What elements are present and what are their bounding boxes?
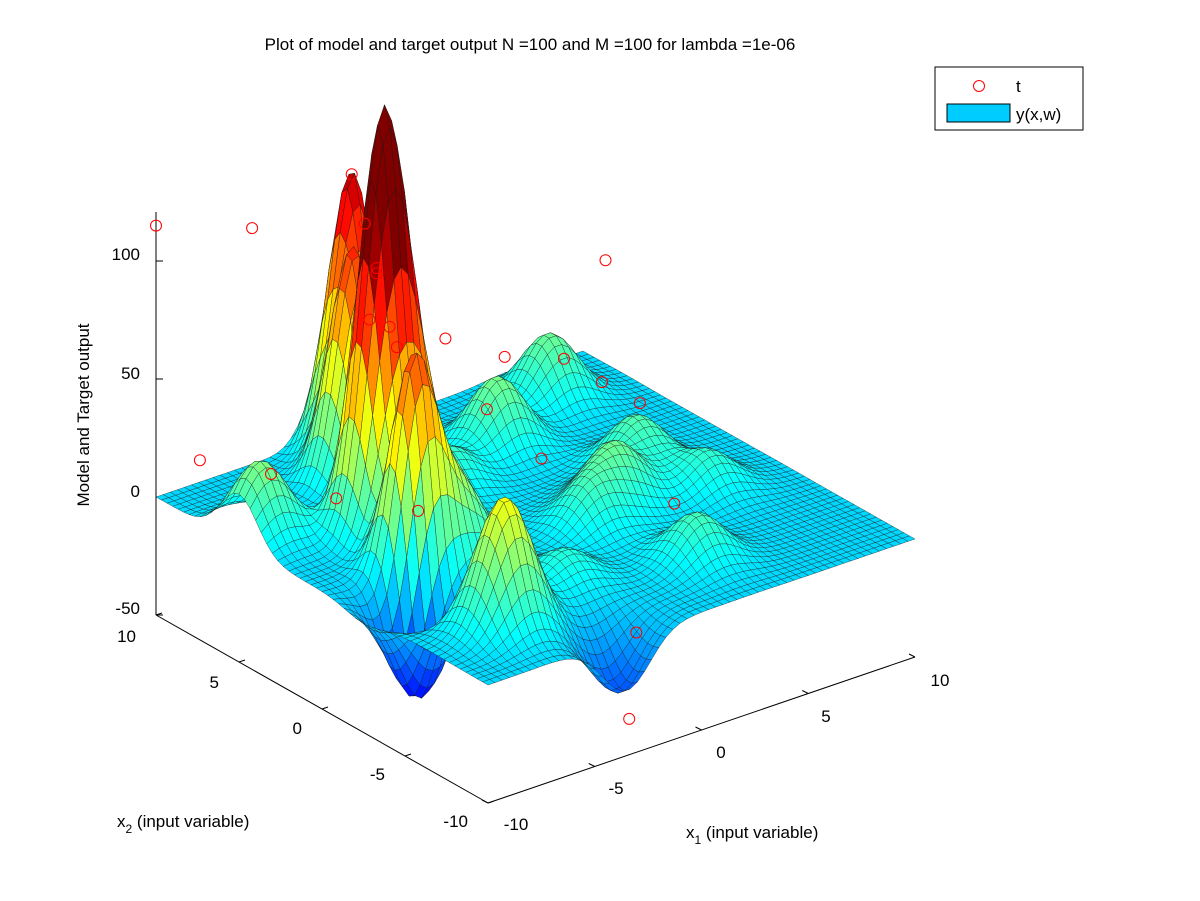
tick-mark [321,706,329,710]
legend-label-t: t [1016,77,1021,96]
x-tick-label: 5 [821,707,830,726]
target-point [383,320,396,333]
tick-mark [487,800,495,804]
target-point [558,352,570,365]
tick-mark [802,690,809,694]
y-tick-labels: 10 5 0 -5 -10 [117,627,468,831]
x-tick-label: 0 [716,743,725,762]
tick-mark [908,653,916,658]
x1-axis-label: x1 (input variable) [686,823,818,847]
target-point [390,341,403,354]
z-tick-label: -50 [115,599,140,618]
y-tick-label: -5 [370,765,385,784]
x2-label-base: x [117,812,126,831]
target-point [596,376,608,389]
tick-mark [404,753,412,757]
target-point [480,403,493,416]
x-tick-label: -5 [608,779,623,798]
target-point [193,454,206,467]
tick-mark [481,799,489,804]
tick-marks [155,260,916,804]
target-point [345,168,358,181]
z-axis-label: Model and Target output [74,323,93,506]
x2-label-subscript: 2 [126,822,133,836]
chart-title: Plot of model and target output N =100 a… [265,35,796,54]
target-point [439,332,452,345]
legend-label-surface: y(x,w) [1016,105,1061,124]
target-point [363,313,376,326]
target-point [623,712,636,725]
tick-mark [155,612,163,616]
x1-label-rest: (input variable) [701,823,818,842]
y-tick-label: 10 [117,627,136,646]
legend-marker-surface [946,103,1011,123]
z-tick-label: 0 [131,482,140,501]
tick-mark [695,726,702,731]
y-tick-label: 5 [210,673,219,692]
y-tick-label: 0 [293,719,302,738]
target-point [358,217,371,230]
z-tick-label: 100 [112,245,140,264]
model-surface [155,104,916,699]
tick-mark [238,659,246,663]
target-point [150,219,162,232]
x1-label-base: x [686,823,695,842]
target-point [599,254,612,267]
target-point [246,222,259,235]
x-tick-labels: -10 -5 0 5 10 [504,671,950,834]
y-tick-label: -10 [443,812,468,831]
target-point [668,497,681,510]
x2-label-rest: (input variable) [132,812,249,831]
x1-label-subscript: 1 [695,833,702,847]
target-point [330,492,343,505]
x2-axis-label: x2 (input variable) [117,812,249,836]
legend: t y(x,w) [934,66,1084,131]
x-tick-label: -10 [504,815,529,834]
target-points [150,168,681,725]
z-tick-label: 50 [121,364,140,383]
target-point [630,626,643,639]
surface-patch [482,679,496,686]
target-point [370,267,383,280]
target-point [535,452,548,465]
target-point [633,397,646,410]
target-point [498,350,511,363]
legend-marker-t [973,80,985,92]
target-point [370,262,383,274]
tick-mark [588,763,595,767]
target-point [412,504,425,517]
target-point [265,468,277,480]
z-tick-labels: 100 50 0 -50 [112,245,140,618]
x-tick-label: 10 [931,671,950,690]
